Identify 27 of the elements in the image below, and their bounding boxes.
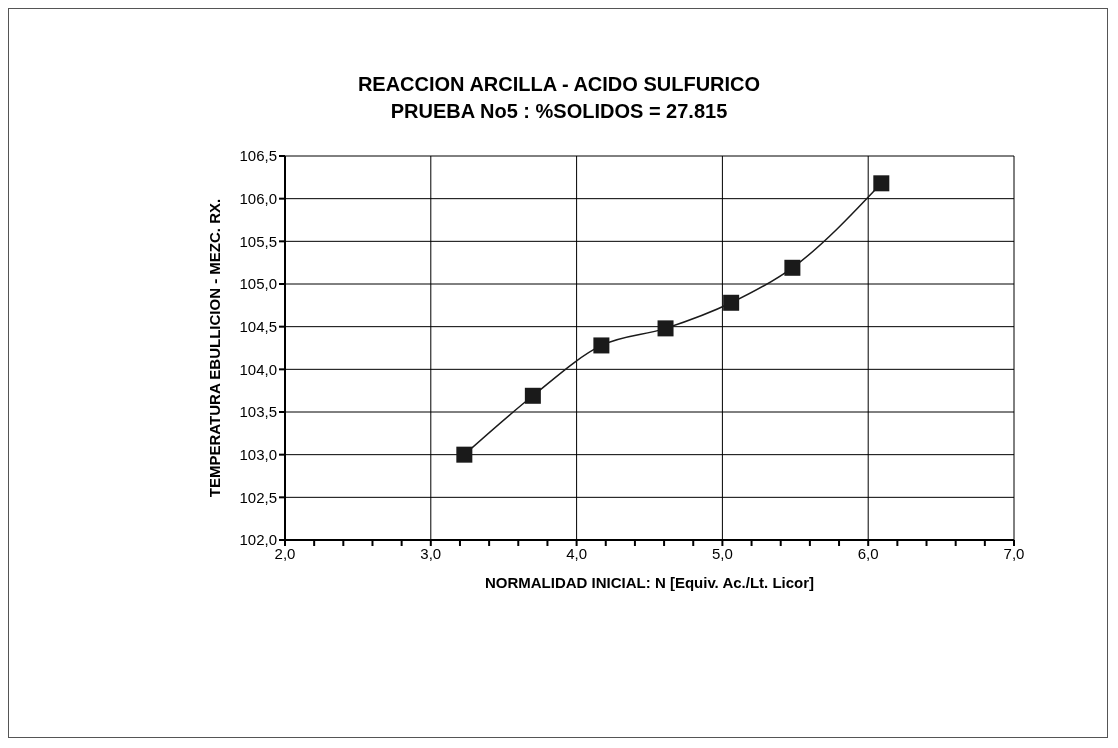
y-tick-label: 105,0 [239, 275, 277, 293]
x-tick-label: 2,0 [274, 544, 296, 562]
x-axis-title: NORMALIDAD INICIAL: N [Equiv. Ac./Lt. Licor] [484, 574, 815, 591]
y-tick-label: 104,5 [239, 317, 277, 335]
point [456, 446, 473, 463]
point [723, 294, 740, 311]
point [657, 320, 674, 337]
x-tick-label: 7,0 [1003, 544, 1025, 562]
y-tick-label: 105,5 [239, 232, 277, 250]
chart-title: REACCION ARCILLA - ACIDO SULFURICO [356, 73, 762, 96]
x-tick-label: 4,0 [566, 544, 588, 562]
x-tick-label: 3,0 [420, 544, 442, 562]
y-tick-label: 103,5 [239, 403, 277, 421]
chart-subtitle: PRUEBA No5 : %SOLIDOS = 27.815 [389, 100, 729, 123]
point [593, 337, 610, 354]
y-tick-label: 103,0 [239, 445, 277, 463]
x-tick-label: 5,0 [711, 544, 733, 562]
y-tick-label: 102,5 [239, 488, 277, 506]
point [873, 175, 890, 192]
y-tick-label: 104,0 [239, 360, 277, 378]
point [524, 387, 541, 404]
x-tick-label: 6,0 [857, 544, 879, 562]
y-axis-title: TEMPERATURA EBULLICION - MEZC. RX. [206, 198, 224, 498]
y-tick-label: 106,0 [239, 189, 277, 207]
y-tick-label: 102,0 [239, 531, 277, 549]
point [784, 259, 801, 276]
y-tick-label: 106,5 [239, 147, 277, 165]
